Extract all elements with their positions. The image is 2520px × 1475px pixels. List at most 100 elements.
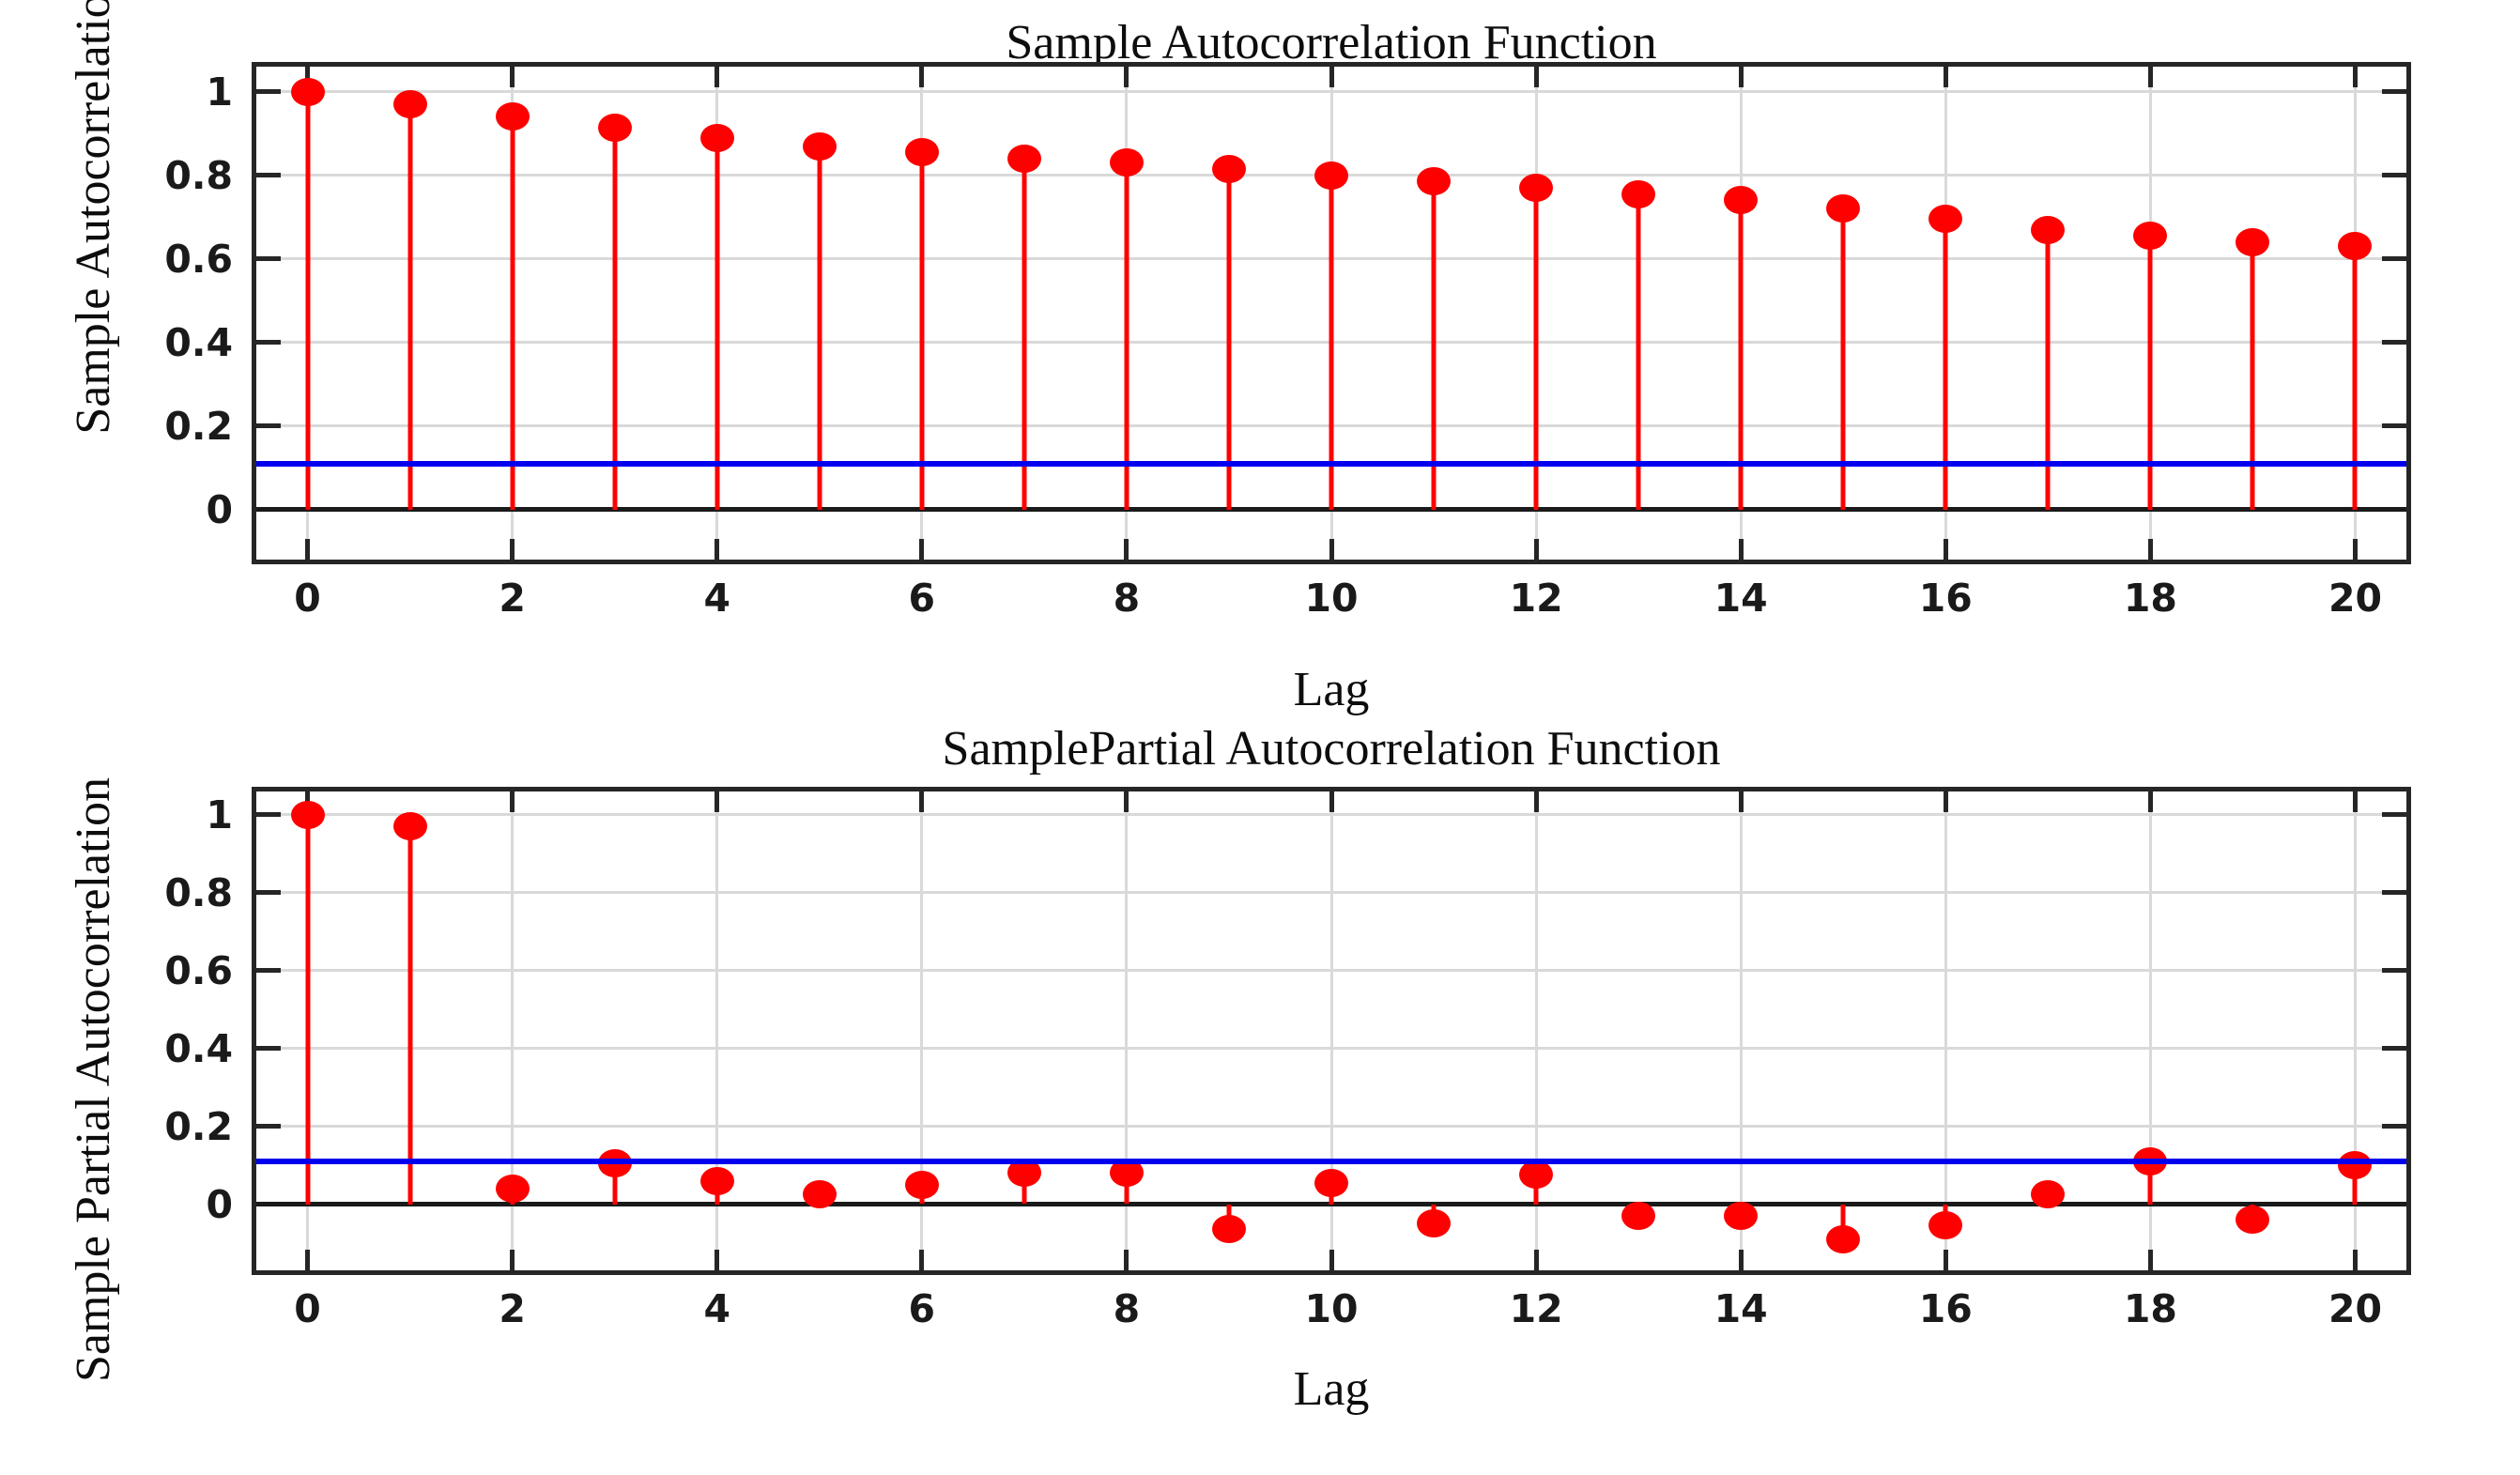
pacf-y-tick-right	[2382, 968, 2406, 974]
pacf-stem	[2352, 1165, 2358, 1205]
pacf-y-tick	[256, 968, 281, 974]
acf-title: Sample Autocorrelation Function	[1006, 16, 1657, 69]
acf-x-axis-title: Lag	[1293, 663, 1370, 716]
acf-stem	[1636, 193, 1641, 510]
pacf-x-tick-label: 12	[1509, 1286, 1563, 1331]
pacf-y-tick-label: 0.8	[164, 869, 233, 915]
pacf-data-point	[802, 1180, 837, 1209]
pacf-x-tick	[1738, 1250, 1744, 1270]
acf-stem	[919, 152, 925, 510]
pacf-data-point	[392, 812, 427, 841]
pacf-x-tick-label: 0	[294, 1286, 321, 1331]
acf-y-tick-label: 0.6	[164, 236, 233, 282]
pacf-x-tick	[305, 1250, 311, 1270]
acf-y-tick-right	[2382, 173, 2406, 178]
acf-x-tick	[2352, 539, 2358, 560]
pacf-stem	[1533, 1175, 1539, 1205]
pacf-y-tick-label: 0.4	[164, 1025, 233, 1071]
pacf-data-point	[1826, 1224, 1861, 1253]
acf-stem	[510, 116, 515, 510]
pacf-gridline-v	[715, 791, 719, 1270]
acf-data-point	[1314, 161, 1348, 190]
pacf-data-point	[2236, 1206, 2270, 1235]
acf-y-tick-right	[2382, 89, 2406, 95]
acf-x-tick-top	[1124, 67, 1129, 87]
acf-y-tick-right	[2382, 423, 2406, 429]
acf-data-point	[2236, 227, 2270, 256]
pacf-y-tick-label: 0.2	[164, 1103, 233, 1149]
pacf-stem	[612, 1162, 618, 1205]
acf-x-tick	[1943, 539, 1948, 560]
acf-x-tick	[305, 539, 311, 560]
acf-x-tick-label: 12	[1509, 576, 1563, 621]
acf-stem	[817, 146, 822, 510]
pacf-stem	[1840, 1204, 1846, 1239]
pacf-data-point	[904, 1170, 939, 1199]
acf-y-tick-label: 0.4	[164, 319, 233, 365]
acf-data-point	[802, 131, 837, 161]
pacf-gridline-v	[1944, 791, 1947, 1270]
acf-y-tick	[256, 423, 281, 429]
pacf-y-tick	[256, 812, 281, 818]
acf-stem	[2352, 246, 2358, 510]
pacf-data-point	[699, 1166, 734, 1195]
pacf-y-tick	[256, 1124, 281, 1129]
acf-stem	[1226, 169, 1232, 510]
pacf-x-tick-top	[2352, 791, 2358, 812]
pacf-y-tick-label: 0	[206, 1181, 233, 1227]
pacf-stem	[305, 814, 311, 1205]
acf-x-tick-top	[2352, 67, 2358, 87]
acf-x-tick-label: 14	[1713, 576, 1768, 621]
pacf-x-tick-label: 14	[1713, 1286, 1768, 1331]
acf-x-tick-label: 16	[1918, 576, 1973, 621]
acf-data-point	[1211, 155, 1246, 183]
pacf-x-tick-top	[1124, 791, 1129, 812]
acf-stem	[2147, 236, 2153, 510]
acf-data-point	[1006, 144, 1041, 173]
pacf-x-tick-top	[1943, 791, 1948, 812]
acf-y-tick-label: 0.8	[164, 152, 233, 198]
pacf-x-tick-top	[1738, 791, 1744, 812]
acf-x-tick	[1329, 539, 1334, 560]
pacf-x-tick-top	[510, 791, 515, 812]
pacf-stem	[2147, 1160, 2153, 1205]
pacf-y-tick-label: 1	[206, 791, 233, 837]
acf-y-tick	[256, 340, 281, 346]
pacf-x-tick	[1329, 1250, 1334, 1270]
acf-x-tick-top	[2147, 67, 2153, 87]
acf-data-point	[597, 113, 632, 142]
acf-stem	[1943, 219, 1948, 510]
acf-x-tick	[1533, 539, 1539, 560]
acf-x-tick-label: 2	[499, 576, 526, 621]
acf-y-tick-right	[2382, 256, 2406, 262]
pacf-x-tick-label: 10	[1304, 1286, 1359, 1331]
pacf-x-tick-label: 16	[1918, 1286, 1973, 1331]
acf-x-tick-top	[1533, 67, 1539, 87]
acf-y-tick	[256, 89, 281, 95]
pacf-y-tick-right	[2382, 890, 2406, 896]
acf-x-tick-top	[510, 67, 515, 87]
acf-stem	[407, 104, 413, 510]
acf-confidence-bound	[256, 460, 2406, 467]
pacf-gridline-v	[2148, 791, 2152, 1270]
acf-stem	[1533, 188, 1539, 510]
acf-data-point	[290, 77, 325, 106]
acf-x-tick	[919, 539, 925, 560]
pacf-title: SamplePartial Autocorrelation Function	[942, 722, 1721, 776]
acf-x-tick-label: 6	[908, 576, 936, 621]
acf-y-tick-label: 0.2	[164, 403, 233, 449]
pacf-x-axis-title: Lag	[1293, 1362, 1370, 1416]
acf-y-axis-title: Sample Autocorrelation	[67, 0, 120, 435]
acf-zero-line	[256, 507, 2406, 513]
acf-data-point	[1519, 174, 1554, 203]
pacf-data-point	[1519, 1160, 1554, 1190]
acf-data-point	[1928, 205, 1963, 234]
acf-x-tick-label: 0	[294, 576, 321, 621]
pacf-data-point	[1724, 1201, 1759, 1230]
pacf-stem	[407, 826, 413, 1205]
acf-data-point	[1109, 148, 1144, 177]
acf-x-tick	[510, 539, 515, 560]
pacf-x-tick	[510, 1250, 515, 1270]
pacf-data-point	[1928, 1211, 1963, 1240]
pacf-x-tick-label: 4	[703, 1286, 730, 1331]
